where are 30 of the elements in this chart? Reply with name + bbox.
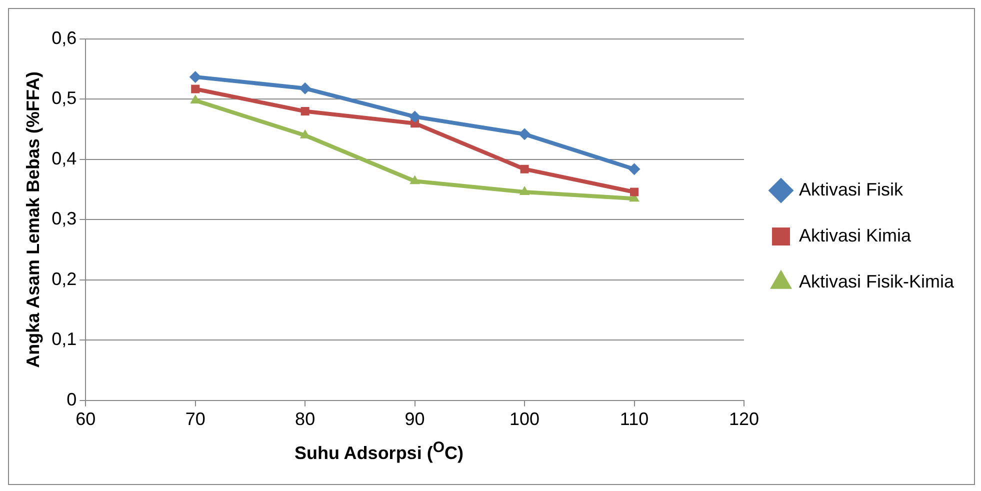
y-tick-label: 0,3 [52,208,77,229]
legend-label: Aktivasi Fisik [798,179,904,200]
x-axis-title: Suhu Adsorpsi ($^{O}$C) [293,439,464,464]
y-tick-label: 0,1 [52,329,77,350]
y-tick-label: 0,6 [52,28,77,48]
y-tick-label: 0,4 [52,148,77,168]
point [189,70,202,83]
x-tick-label: 100 [510,409,540,430]
x-tick-label: 70 [185,409,206,430]
point [519,186,530,195]
y-tick-label: 0,5 [52,88,77,108]
point [520,164,529,174]
point [299,82,312,94]
y-tick-label: 0 [66,389,77,410]
point [408,110,421,123]
point [628,163,640,176]
point [518,128,531,140]
point [300,107,310,116]
x-tick-label: 80 [295,409,316,430]
x-tick-label: 120 [728,409,760,430]
x-tick-label: 90 [404,409,425,430]
point [630,188,639,196]
legend-label: Aktivasi Fisik-Kimia [798,271,955,292]
point [410,175,420,184]
point [191,84,200,94]
legend-label: Aktivasi Kimia [798,225,912,246]
y-tick-label: 0,2 [52,268,77,289]
y-axis-title: Angka Asam Lemak Bebas (%FFA) [22,71,43,368]
x-tick-label: 110 [620,409,649,430]
x-tick-label: 60 [76,409,96,430]
